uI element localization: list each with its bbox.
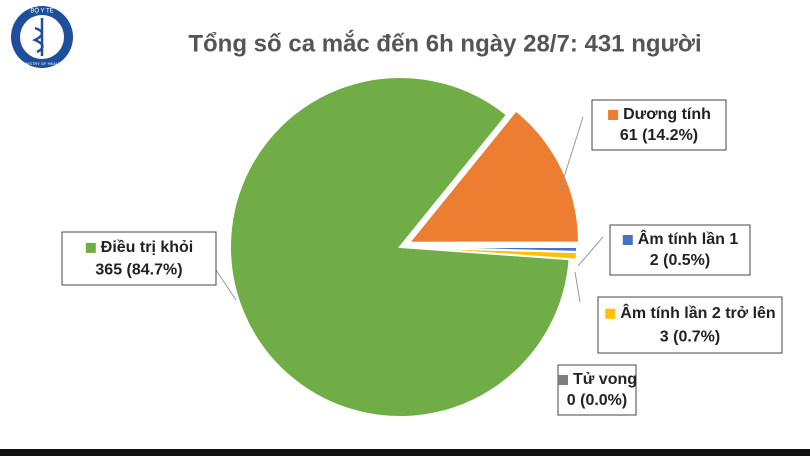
legend-swatch <box>605 308 616 319</box>
label-name: Dương tính <box>623 106 711 123</box>
pie <box>229 76 581 418</box>
labels: Dương tính 61 (14.2%) Âm tính lần 1 2 (0.5%… <box>61 99 783 416</box>
label-value: 2 (0.5%) <box>650 252 710 269</box>
label-value: 0 (0.0%) <box>567 392 627 409</box>
logo-top-text: BỘ Y TẾ <box>30 8 53 15</box>
leader-line <box>215 269 237 301</box>
label-name: Điều trị khỏi <box>101 239 193 256</box>
label-name: Âm tính lần 1 <box>638 229 739 248</box>
chart-title: Tổng số ca mắc đến 6h ngày 28/7: 431 ngư… <box>188 29 701 57</box>
pie-slice <box>406 109 581 244</box>
label-box <box>597 296 783 354</box>
label-name: Âm tính lần 2 trở lên <box>620 303 775 322</box>
label-value: 365 (84.7%) <box>95 261 182 278</box>
label-value: 3 (0.7%) <box>660 329 720 346</box>
label-box <box>609 224 751 276</box>
label-box <box>557 364 637 416</box>
legend-swatch <box>622 235 633 245</box>
logo-emblem <box>32 18 44 56</box>
leader-line <box>559 116 584 191</box>
label-box <box>591 99 727 151</box>
label-value: 61 (14.2%) <box>620 127 698 144</box>
label-box <box>61 231 217 286</box>
leader-line <box>577 236 604 267</box>
bottom-bar <box>0 449 810 456</box>
legend-swatch <box>608 110 619 120</box>
pie-slice <box>229 76 571 418</box>
legend-swatch <box>557 375 568 385</box>
logo: BỘ Y TẾ MINISTRY OF HEALTH <box>11 6 73 68</box>
logo-bottom-text: MINISTRY OF HEALTH <box>21 61 63 66</box>
leader-line <box>574 271 581 303</box>
label-name: Tử vong <box>573 371 637 388</box>
legend-swatch <box>85 242 96 253</box>
